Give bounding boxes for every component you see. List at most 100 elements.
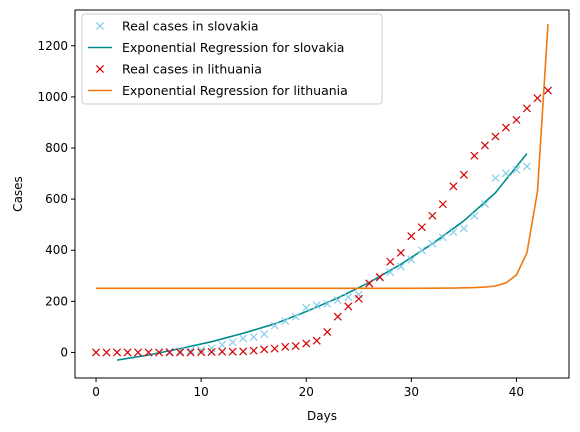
marker-stroke xyxy=(428,211,437,220)
data-point xyxy=(323,299,332,308)
marker-stroke xyxy=(218,347,227,356)
marker-stroke xyxy=(228,338,237,347)
data-point xyxy=(354,290,363,299)
y-tick-label: 600 xyxy=(45,192,68,206)
marker-stroke xyxy=(354,294,363,303)
data-point xyxy=(312,301,321,310)
marker-stroke xyxy=(302,303,311,312)
data-point xyxy=(176,347,185,356)
y-tick-label: 1200 xyxy=(37,39,68,53)
marker-stroke xyxy=(386,268,395,277)
marker-stroke xyxy=(533,94,542,103)
marker-stroke xyxy=(91,348,101,357)
marker-stroke xyxy=(228,347,237,356)
y-tick-label: 0 xyxy=(60,345,68,359)
marker-stroke xyxy=(186,346,195,355)
series-points-real-cases-in-slovakia xyxy=(165,162,531,356)
x-tick-label: 0 xyxy=(92,385,100,399)
data-point xyxy=(375,273,384,282)
data-point xyxy=(186,348,195,357)
legend-entry-label: Exponential Regression for lithuania xyxy=(122,83,348,98)
data-point xyxy=(302,339,311,348)
data-point xyxy=(302,303,311,312)
marker-stroke xyxy=(155,348,164,357)
marker-stroke xyxy=(218,340,227,349)
marker-stroke xyxy=(281,316,290,326)
marker-stroke xyxy=(417,246,426,255)
marker-stroke xyxy=(323,299,332,308)
marker-stroke xyxy=(417,223,426,232)
data-point xyxy=(449,182,458,191)
marker-stroke xyxy=(470,211,479,221)
marker-stroke xyxy=(459,170,468,179)
marker-stroke xyxy=(291,342,300,351)
data-point xyxy=(407,232,416,241)
marker-stroke xyxy=(197,345,206,354)
marker-stroke xyxy=(428,239,437,248)
data-point xyxy=(480,141,489,150)
marker-stroke xyxy=(102,348,111,357)
marker-stroke xyxy=(176,348,185,357)
data-point xyxy=(396,248,405,257)
legend-entry-label: Real cases in lithuania xyxy=(122,62,262,77)
data-point xyxy=(533,94,542,103)
y-axis-label: Cases xyxy=(11,176,25,212)
marker-stroke xyxy=(375,273,384,282)
data-point xyxy=(501,123,510,132)
series-line-exponential-regression-for-slovakia xyxy=(116,153,528,361)
data-point xyxy=(407,255,416,264)
data-point xyxy=(522,162,531,171)
data-point xyxy=(228,338,237,347)
data-point xyxy=(386,268,395,277)
y-tick-label: 1000 xyxy=(37,90,68,104)
data-point xyxy=(396,262,405,271)
marker-stroke xyxy=(501,123,510,132)
data-point xyxy=(501,169,510,178)
data-point xyxy=(239,334,248,343)
data-point xyxy=(155,348,164,357)
legend-handle-marker xyxy=(95,21,105,31)
marker-stroke xyxy=(249,346,258,355)
x-axis-label: Days xyxy=(307,409,337,423)
data-point xyxy=(218,340,227,349)
plot-frame xyxy=(74,9,570,379)
data-point xyxy=(249,333,258,342)
marker-stroke xyxy=(281,342,290,351)
data-point xyxy=(428,211,437,220)
data-point xyxy=(165,348,174,357)
data-point xyxy=(239,347,248,356)
data-point xyxy=(543,86,553,95)
marker-stroke xyxy=(491,174,500,183)
marker-stroke xyxy=(396,262,405,271)
data-point xyxy=(333,296,342,305)
marker-stroke xyxy=(480,141,489,150)
data-point xyxy=(428,239,437,248)
marker-stroke xyxy=(197,348,206,357)
marker-stroke xyxy=(123,348,132,357)
data-point xyxy=(438,233,447,242)
marker-stroke xyxy=(512,165,521,174)
marker-stroke xyxy=(302,339,311,348)
x-tick-label: 30 xyxy=(404,385,419,399)
y-tick-label: 200 xyxy=(45,294,68,308)
y-tick-label: 800 xyxy=(45,141,68,155)
data-point xyxy=(333,312,342,321)
data-point xyxy=(218,347,227,356)
marker-stroke xyxy=(270,321,279,330)
data-point xyxy=(207,344,216,353)
data-point xyxy=(470,211,479,221)
marker-stroke xyxy=(207,347,216,356)
data-point xyxy=(344,293,353,302)
marker-stroke xyxy=(407,232,416,241)
data-point xyxy=(91,348,101,357)
data-point xyxy=(386,257,395,266)
legend-entry-label: Exponential Regression for slovakia xyxy=(122,40,344,55)
x-tick-label: 40 xyxy=(509,385,524,399)
marker-stroke xyxy=(260,330,269,339)
marker-stroke xyxy=(176,347,185,356)
marker-stroke xyxy=(522,162,531,171)
y-tick-label: 400 xyxy=(45,243,68,257)
data-point xyxy=(470,151,479,160)
